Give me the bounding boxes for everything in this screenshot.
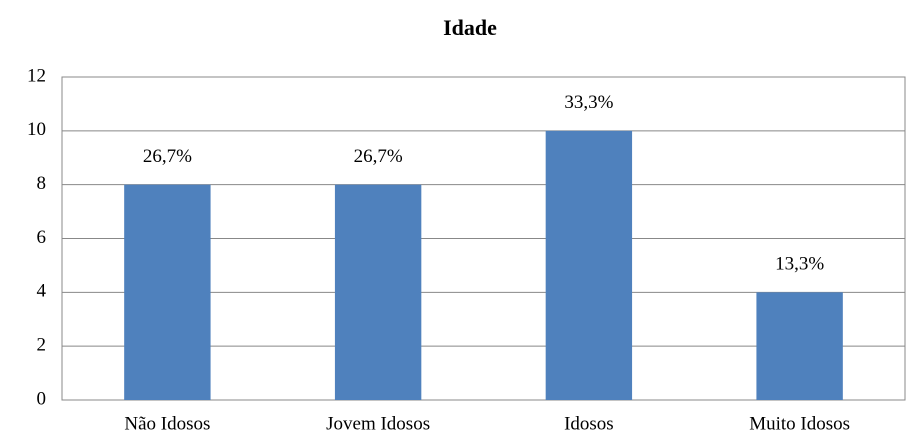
bar bbox=[124, 184, 211, 400]
data-label: 33,3% bbox=[564, 92, 613, 113]
chart-title: Idade bbox=[443, 15, 497, 40]
x-tick-label: Idosos bbox=[564, 413, 614, 434]
y-tick-label: 2 bbox=[37, 335, 47, 356]
y-tick-label: 12 bbox=[27, 65, 46, 86]
y-tick-label: 6 bbox=[37, 227, 47, 248]
y-tick-label: 4 bbox=[37, 281, 47, 302]
y-tick-label: 8 bbox=[37, 173, 47, 194]
data-label: 26,7% bbox=[143, 146, 192, 167]
x-tick-label: Muito Idosos bbox=[749, 413, 850, 434]
x-tick-label: Jovem Idosos bbox=[326, 413, 430, 434]
data-label: 13,3% bbox=[775, 254, 824, 275]
bar bbox=[545, 130, 633, 401]
x-tick-label: Não Idosos bbox=[124, 413, 210, 434]
bar bbox=[334, 184, 422, 400]
y-tick-label: 0 bbox=[37, 388, 47, 409]
y-tick-label: 10 bbox=[27, 119, 46, 140]
bar bbox=[756, 292, 843, 400]
data-label: 26,7% bbox=[354, 146, 403, 167]
